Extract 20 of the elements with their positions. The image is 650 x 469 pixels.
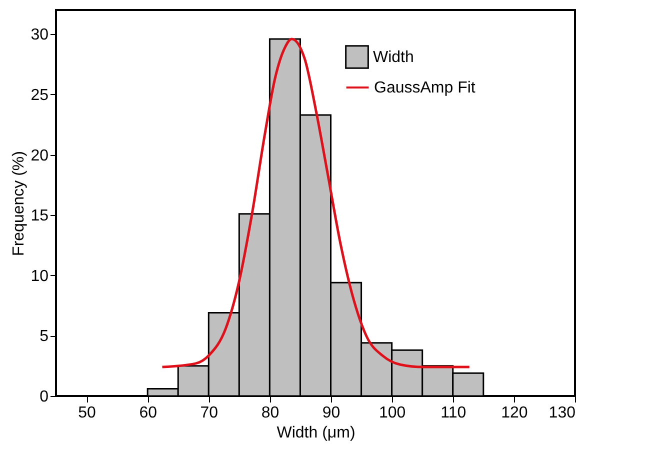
y-tick-label: 20 — [30, 147, 49, 164]
x-tick-label: 120 — [501, 404, 528, 422]
y-tick-label: 25 — [30, 86, 49, 104]
x-tick-label: 50 — [78, 404, 96, 422]
x-tick-label: 80 — [261, 404, 280, 422]
x-tick-label: 70 — [200, 404, 218, 422]
y-tick-label: 0 — [40, 388, 49, 406]
x-tick-label: 110 — [440, 404, 466, 422]
y-axis-title: Frequency (%) — [10, 151, 28, 256]
y-tick-label: 15 — [30, 208, 49, 225]
legend-label: Width — [373, 49, 414, 66]
x-axis-title: Width (μm) — [276, 424, 356, 442]
y-tick-label: 5 — [40, 328, 49, 346]
x-tick-label: 90 — [322, 404, 340, 422]
x-tick-label: 100 — [378, 404, 406, 422]
legend-label: GaussAmp Fit — [374, 80, 476, 96]
x-tick-label: 60 — [139, 404, 158, 422]
y-tick-label: 30 — [30, 26, 49, 44]
y-tick-label: 10 — [30, 268, 49, 285]
x-tick-label: 130 — [548, 404, 576, 422]
